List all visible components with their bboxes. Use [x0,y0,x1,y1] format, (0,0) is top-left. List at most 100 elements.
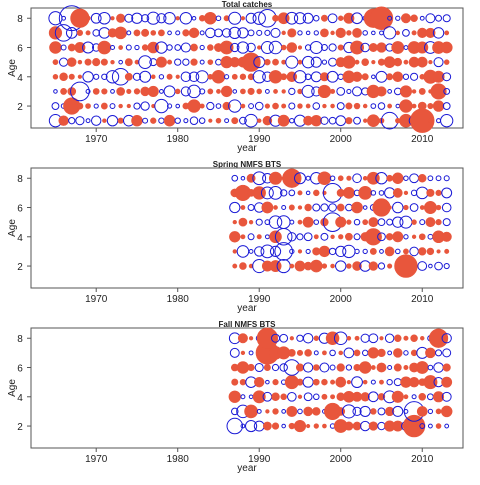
bubble-positive [77,74,83,79]
bubble-positive [297,45,303,50]
bubble-negative [53,89,58,94]
bubble-negative [236,245,250,258]
bubble-positive [232,249,237,254]
bubble-positive [313,335,320,341]
bubble-positive [367,114,380,127]
bubble-negative [320,203,329,212]
bubble-positive [155,56,167,68]
bubble-positive [304,349,312,357]
bubble-negative [252,11,266,25]
bubble-positive [211,70,226,84]
bubble-positive [427,103,434,110]
bubble-positive [281,59,287,65]
bubble-positive [231,378,239,386]
bubble-positive [68,73,75,80]
bubble-positive [403,394,409,400]
bubble-negative [313,15,320,22]
bubble-positive [425,347,436,359]
bubble-negative [60,44,67,51]
bubble-negative [345,364,353,371]
bubble-positive [352,261,362,271]
bubble-negative [427,175,434,182]
bubble-positive [124,72,133,81]
bubble-positive [272,408,279,415]
bubble-positive [410,262,418,270]
bubble-positive [351,201,363,214]
bubble-positive [436,249,441,254]
bubble-negative [68,117,76,125]
bubble-positive [363,118,368,123]
bubble-positive [207,59,214,65]
bubble-positive [297,219,303,225]
bubble-positive [247,73,255,81]
bubble-negative [166,44,173,51]
bubble-positive [418,247,427,256]
bubble-negative [410,72,419,81]
bubble-positive [256,327,279,349]
bubble-negative [51,102,60,110]
bubble-positive [268,171,283,185]
bubble-negative [229,347,240,358]
bubble-positive [240,103,246,109]
bubble-negative [191,15,197,21]
y-tick-label: 2 [17,102,23,113]
bubble-positive [280,393,287,401]
bubble-negative [328,116,337,125]
bubble-positive [256,118,262,123]
bubble-positive [281,30,286,36]
bubble-negative [205,27,216,39]
bubble-negative [336,102,345,111]
bubble-negative [433,57,444,68]
bubble-negative [158,74,165,80]
bubble-positive [207,88,214,95]
bubble-positive [368,43,378,52]
bubble-positive [377,58,386,66]
bubble-positive [416,406,428,417]
bubble-negative [360,333,370,343]
bubble-positive [163,114,176,127]
bubble-negative [320,44,328,52]
bubble-positive [288,349,296,357]
bubble-negative [302,333,314,344]
bubble-negative [395,15,401,21]
bubble-positive [337,175,344,182]
bubble-negative [236,41,250,54]
bubble-positive [277,114,290,127]
bubble-positive [393,348,403,358]
bubble-positive [433,391,445,403]
bubble-positive [190,43,198,52]
bubble-positive [321,393,328,400]
bubble-positive [114,26,127,40]
bubble-negative [126,30,132,36]
bubble-negative [61,15,67,21]
bubble-positive [228,390,241,403]
bubble-negative [309,41,323,55]
bubble-positive [247,363,255,372]
bubble-positive [403,365,409,370]
bubble-negative [443,175,450,182]
bubble-negative [312,102,321,110]
bubble-negative [293,70,307,84]
bubble-positive [353,102,361,110]
bubble-negative [303,362,314,373]
bubble-negative [403,175,409,181]
bubble-negative [392,216,404,228]
bubble-negative [351,12,363,25]
bubble-positive [247,87,255,95]
bubble-negative [229,201,241,214]
bubble-negative [442,14,451,23]
bubble-positive [427,118,433,124]
y-tick-label: 6 [17,364,23,375]
bubble-negative [206,101,215,111]
bubble-positive [304,203,312,212]
bubble-positive [377,393,386,401]
bubble-positive [174,88,181,95]
bubble-negative [377,218,386,227]
bubble-negative [248,103,255,109]
bubble-negative [443,262,450,270]
bubble-positive [440,405,453,418]
bubble-negative [230,42,240,53]
bubble-positive [297,190,303,196]
bubble-positive [343,12,355,24]
bubble-negative [402,29,410,37]
